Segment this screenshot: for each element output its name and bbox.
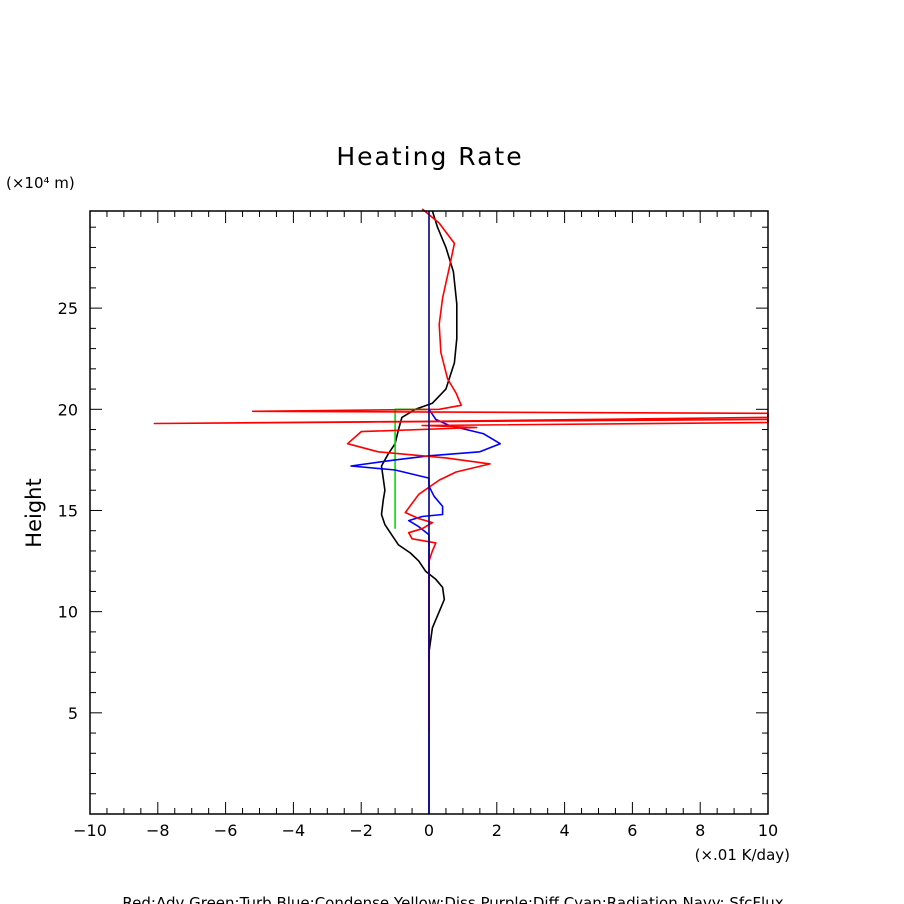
x-units-label: (×.01 K/day): [695, 846, 790, 864]
x-tick-label: 8: [695, 821, 705, 840]
y-tick-label: 25: [58, 299, 78, 318]
x-tick-label: −6: [214, 821, 238, 840]
x-tick-label: 4: [560, 821, 570, 840]
x-tick-label: 2: [492, 821, 502, 840]
series-line-2: [350, 408, 502, 814]
y-axis-title: Height: [22, 478, 46, 547]
y-tick-label: 10: [58, 603, 78, 622]
series-layer: [153, 208, 769, 814]
x-tick-labels: −10 −8 −6 −4 −2 0 2 4 6 8 10: [73, 821, 778, 840]
plot-frame: [89, 210, 769, 815]
x-tick-label: 0: [424, 821, 434, 840]
y-tick-label: 5: [68, 704, 78, 723]
x-tick-label: −4: [282, 821, 306, 840]
y-tick-label: 15: [58, 501, 78, 520]
x-tick-label: −8: [146, 821, 170, 840]
footer-legend: Red:Adv Green:Turb Blue:Condense Yellow:…: [122, 894, 783, 904]
series-line-3: [153, 208, 769, 734]
x-tick-label: −10: [73, 821, 107, 840]
series-line-0: [380, 210, 458, 663]
chart-title: Heating Rate: [336, 142, 523, 171]
x-tick-label: 6: [627, 821, 637, 840]
x-tick-label: 10: [758, 821, 778, 840]
x-tick-label: −2: [349, 821, 373, 840]
y-tick-label: 20: [58, 400, 78, 419]
y-tick-labels: 5 10 15 20 25: [58, 299, 78, 723]
y-units-label: (×10⁴ m): [6, 174, 75, 192]
